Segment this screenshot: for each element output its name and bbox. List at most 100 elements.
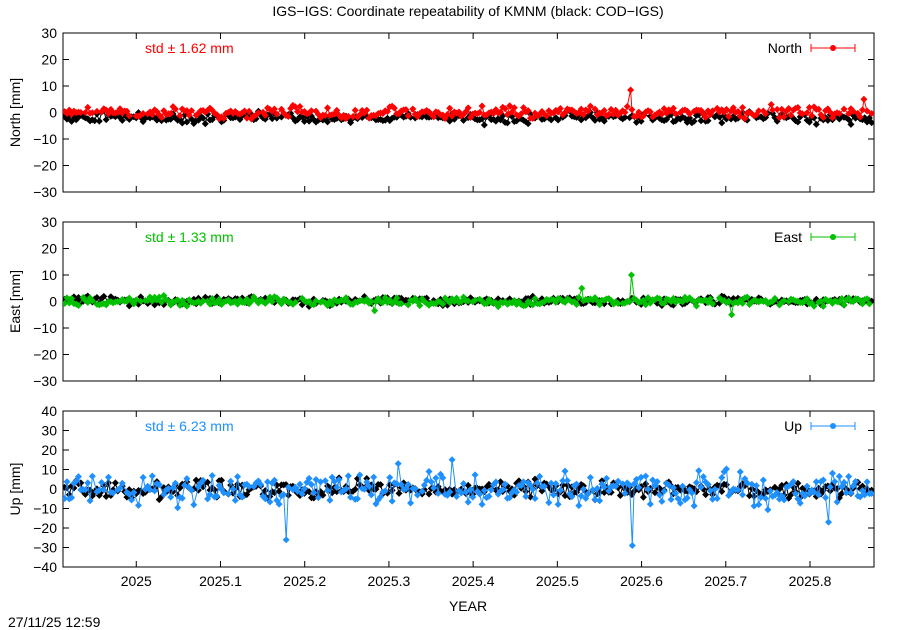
data-point-east [573, 300, 581, 308]
y-tick-label: 10 [41, 462, 57, 478]
data-point-up [234, 473, 242, 481]
data-point-up [164, 485, 172, 493]
data-point-north [171, 105, 179, 113]
data-point-east [692, 302, 700, 310]
data-point-black [199, 114, 207, 122]
data-point-east [810, 302, 818, 310]
data-point-up [314, 494, 322, 502]
data-point-black [868, 119, 874, 127]
data-point-up [812, 478, 820, 486]
data-point-up [432, 474, 440, 482]
data-point-up [789, 478, 797, 486]
data-point-north [612, 106, 620, 114]
data-point-up [554, 500, 562, 508]
data-point-up [68, 494, 76, 502]
x-tick-label: 2025.4 [452, 573, 495, 589]
data-point-up [104, 473, 112, 481]
y-tick-label: −20 [33, 158, 57, 174]
data-point-up [394, 460, 402, 468]
data-point-up [561, 467, 569, 475]
data-point-north [529, 114, 537, 122]
data-point-up [665, 481, 673, 489]
data-point-north [81, 109, 89, 117]
data-point-east [626, 298, 634, 306]
data-point-up [487, 486, 495, 494]
y-tick-label: −30 [33, 540, 57, 556]
data-point-up [63, 478, 71, 486]
data-point-black [217, 476, 225, 484]
data-point-up [644, 485, 652, 493]
data-point-black [95, 117, 103, 125]
data-point-up [294, 487, 302, 495]
data-point-north [635, 108, 643, 116]
data-point-east [88, 297, 96, 305]
data-point-north [856, 113, 864, 121]
data-point-black [506, 295, 514, 303]
data-point-north [125, 112, 133, 120]
data-point-black [102, 116, 110, 124]
data-point-up [522, 492, 530, 500]
data-point-up [245, 482, 253, 490]
data-point-up [183, 475, 191, 483]
data-point-east [416, 302, 424, 310]
data-point-black [377, 481, 385, 489]
data-point-black [480, 121, 488, 129]
y-tick-label: 10 [41, 267, 57, 283]
data-point-north [845, 110, 853, 118]
data-point-up [831, 478, 839, 486]
data-point-up [86, 497, 94, 505]
data-point-up [178, 494, 186, 502]
data-point-north [464, 104, 472, 112]
y-axis-label: Up [mm] [7, 463, 23, 516]
data-point-up [344, 472, 352, 480]
data-point-black [363, 475, 371, 483]
data-point-up [593, 484, 601, 492]
data-point-black [201, 120, 209, 128]
data-point-black [93, 293, 101, 301]
data-point-black [794, 118, 802, 126]
y-tick-label: 30 [41, 25, 57, 41]
data-point-north [725, 112, 733, 120]
data-point-north [77, 109, 85, 117]
data-point-north [344, 112, 352, 120]
y-tick-label: 30 [41, 214, 57, 230]
data-point-up [713, 494, 721, 502]
data-point-up [151, 487, 159, 495]
data-point-up [531, 494, 539, 502]
data-point-up [462, 488, 470, 496]
y-tick-label: −10 [33, 131, 57, 147]
y-axis-label: North [mm] [7, 78, 23, 147]
data-point-east [328, 301, 336, 309]
data-point-black [745, 492, 753, 500]
data-point-up [420, 481, 428, 489]
data-point-up [95, 486, 103, 494]
y-tick-label: −20 [33, 347, 57, 363]
data-point-up [397, 481, 405, 489]
data-point-up [227, 477, 235, 485]
data-point-up [803, 482, 811, 490]
data-point-east [397, 300, 405, 308]
y-tick-label: 0 [49, 294, 57, 310]
data-point-up [840, 479, 848, 487]
data-point-north [284, 113, 292, 121]
legend-marker [830, 234, 836, 240]
data-point-black [192, 476, 200, 484]
data-point-up [766, 487, 774, 495]
y-tick-label: −40 [33, 559, 57, 575]
data-point-north [734, 108, 742, 116]
data-point-up [238, 493, 246, 501]
legend: North [768, 40, 856, 56]
data-point-black [697, 117, 705, 125]
data-point-black [300, 117, 308, 125]
y-tick-label: 0 [49, 105, 57, 121]
data-point-north [605, 110, 613, 118]
data-point-north [577, 105, 585, 113]
data-point-up [446, 488, 454, 496]
data-point-up [755, 501, 763, 509]
data-point-north [586, 102, 594, 110]
data-point-north [741, 114, 749, 122]
data-point-east [68, 294, 76, 302]
data-point-east [531, 295, 539, 303]
data-point-north [524, 107, 532, 115]
